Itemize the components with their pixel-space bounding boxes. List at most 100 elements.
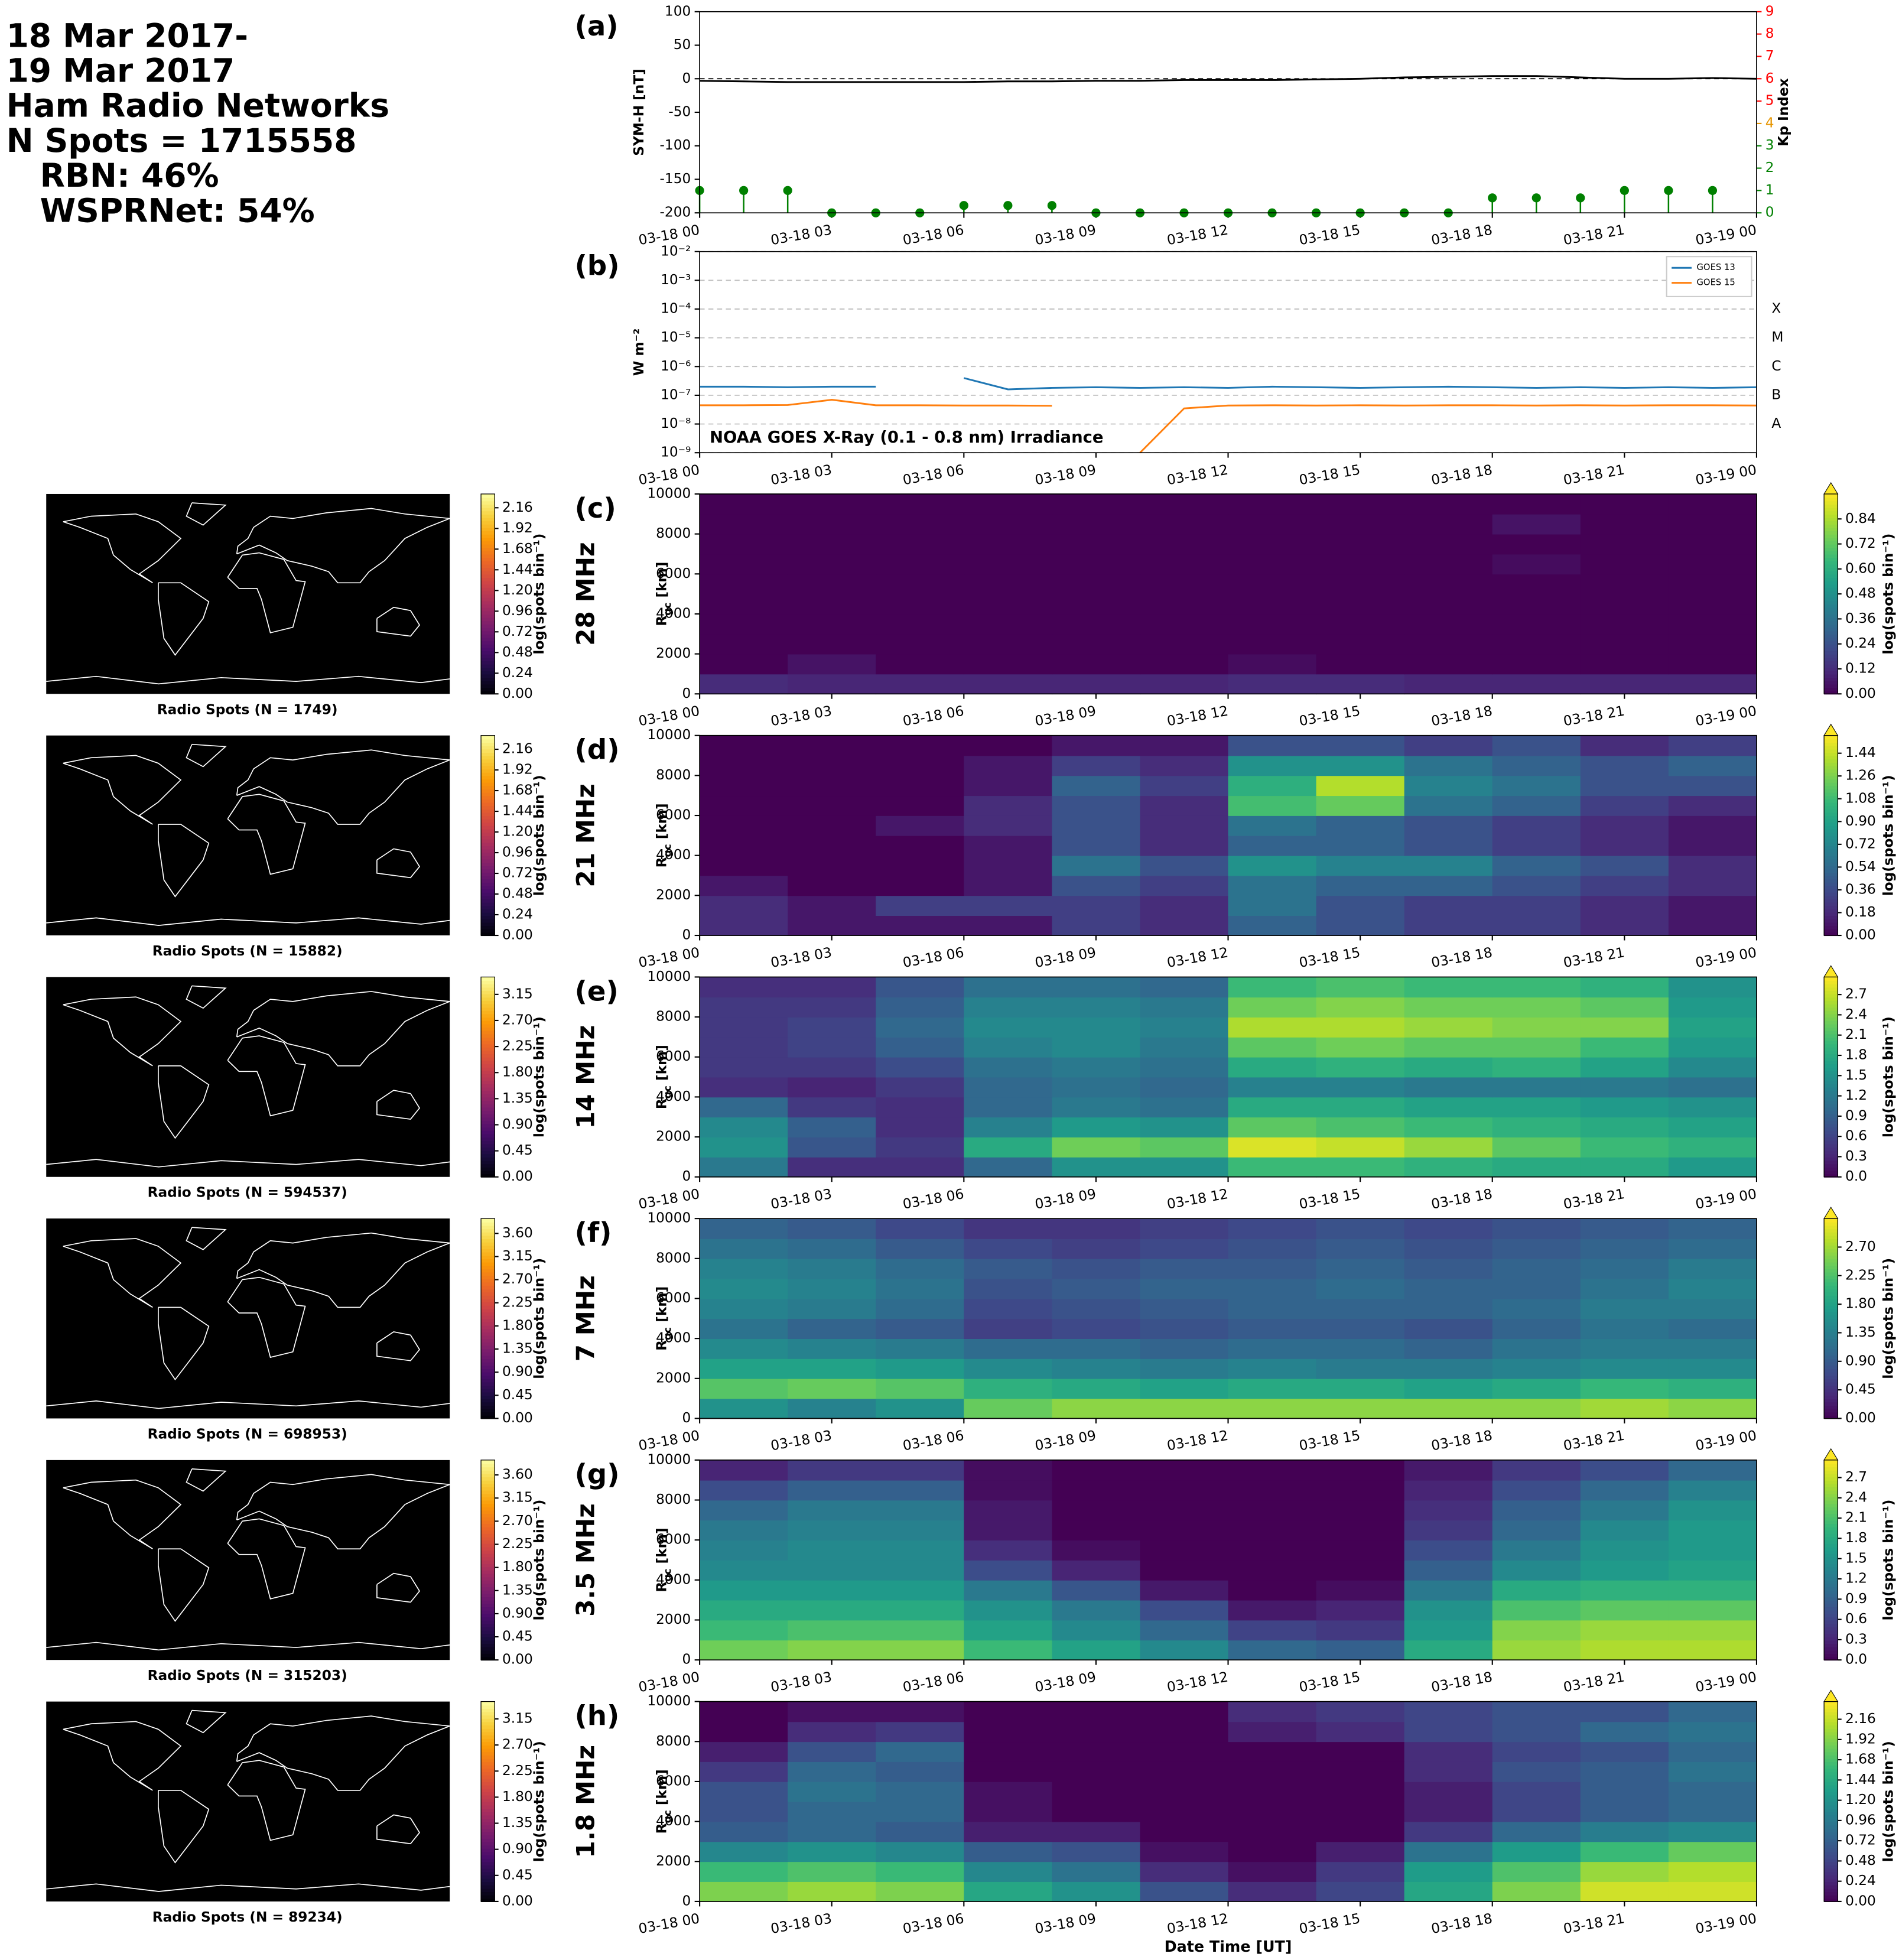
- colorbar-segment: [481, 1510, 495, 1514]
- y2-tick-label: 5: [1765, 93, 1774, 109]
- colorbar-segment: [481, 1725, 495, 1729]
- colorbar-tick-label: 3.60: [502, 1467, 533, 1483]
- colorbar-segment: [1824, 1463, 1838, 1468]
- colorbar-segment: [1824, 1221, 1838, 1226]
- y-tick-label: 10⁻⁴: [661, 301, 691, 317]
- colorbar-segment: [481, 1083, 495, 1088]
- heatmap-cell: [700, 1460, 789, 1481]
- heatmap-cell: [1316, 1238, 1405, 1259]
- heatmap-cell: [700, 633, 789, 655]
- colorbar-segment: [1824, 1020, 1838, 1025]
- heatmap-cell: [788, 534, 877, 555]
- colorbar-segment: [1824, 1778, 1838, 1782]
- heatmap-cell: [964, 915, 1053, 936]
- colorbar-segment: [1824, 755, 1838, 760]
- colorbar-tick-label: 1.35: [1845, 1324, 1876, 1340]
- colorbar-segment: [1824, 674, 1838, 678]
- heatmap-cell: [1140, 1358, 1229, 1379]
- heatmap-cell: [964, 1156, 1053, 1178]
- colorbar-segment: [481, 762, 495, 766]
- flare-class-label: C: [1771, 358, 1781, 374]
- colorbar-segment: [481, 667, 495, 671]
- heatmap-cell: [876, 1540, 965, 1561]
- colorbar-segment: [481, 838, 495, 843]
- colorbar-tick-label: 1.92: [1845, 1731, 1876, 1747]
- colorbar-segment: [481, 654, 495, 658]
- colorbar-segment: [1824, 1385, 1838, 1389]
- colorbar-segment: [1824, 1143, 1838, 1148]
- colorbar-tick-label: 1.68: [502, 541, 533, 557]
- heatmap-cell: [1580, 1238, 1669, 1259]
- heatmap-cell: [1404, 895, 1493, 916]
- colorbar-tick-label: 0.24: [1845, 635, 1876, 651]
- heatmap-cell: [1580, 1278, 1669, 1299]
- colorbar-segment: [1824, 1610, 1838, 1614]
- colorbar-segment: [1824, 527, 1838, 532]
- heatmap-cell: [964, 654, 1053, 675]
- heatmap-cell: [1668, 654, 1757, 675]
- colorbar-segment: [481, 1033, 495, 1038]
- colorbar-segment: [481, 610, 495, 615]
- heatmap-cell: [1140, 775, 1229, 797]
- colorbar-segment: [481, 660, 495, 665]
- y-axis-label-part: gc: [662, 1085, 674, 1098]
- y-tick-label: 2000: [656, 645, 691, 661]
- colorbar-tick-label: 0.60: [1845, 560, 1876, 576]
- colorbar-segment: [1824, 650, 1838, 655]
- colorbar-tick-label: 1.8: [1845, 1047, 1867, 1063]
- frequency-label: 1.8 MHz: [571, 1745, 600, 1858]
- heatmap-cell: [1140, 997, 1229, 1018]
- y2-tick-label: 3: [1765, 137, 1774, 153]
- heatmap-cell: [1492, 1318, 1581, 1339]
- heatmap-cell: [1140, 815, 1229, 836]
- colorbar-segment: [481, 749, 495, 753]
- heatmap-cell: [1404, 1338, 1493, 1359]
- heatmap-cell: [876, 1036, 965, 1058]
- heatmap-cell: [1580, 1620, 1669, 1641]
- panel-label: (f): [575, 1217, 612, 1249]
- colorbar-segment: [1824, 1633, 1838, 1637]
- heatmap-cell: [1316, 895, 1405, 916]
- colorbar-segment: [481, 1523, 495, 1527]
- colorbar-segment: [1824, 1480, 1838, 1484]
- heatmap-cell: [788, 1097, 877, 1118]
- heatmap-cell: [1404, 1540, 1493, 1561]
- colorbar-segment: [1824, 832, 1838, 836]
- x-tick-label: 03-18 06: [902, 1910, 965, 1937]
- heatmap-cell: [1492, 1640, 1581, 1661]
- heatmap-cell: [1492, 1600, 1581, 1621]
- heatmap-cell: [1316, 1338, 1405, 1359]
- heatmap-cell: [1228, 915, 1317, 936]
- colorbar-segment: [1824, 765, 1838, 770]
- colorbar-segment: [481, 1268, 495, 1273]
- colorbar-segment: [481, 1795, 495, 1799]
- colorbar-tick-label: 0.72: [1845, 836, 1876, 851]
- colorbar-segment: [1824, 670, 1838, 675]
- colorbar-segment: [1824, 1238, 1838, 1243]
- colorbar-segment: [481, 855, 495, 860]
- x-tick-label: 03-18 00: [638, 944, 701, 971]
- heatmap-cell: [1404, 1500, 1493, 1521]
- heatmap-cell: [1668, 1057, 1757, 1078]
- colorbar-segment: [481, 1321, 495, 1326]
- colorbar-segment: [481, 782, 495, 786]
- colorbar-segment: [481, 647, 495, 652]
- colorbar-segment: [481, 550, 495, 555]
- colorbar-segment: [1824, 680, 1838, 685]
- heatmap-cell: [1052, 835, 1141, 856]
- y-tick-label: 4000: [656, 1571, 691, 1587]
- colorbar-segment: [481, 1640, 495, 1644]
- colorbar-segment: [1824, 1626, 1838, 1631]
- heatmap-cell: [1316, 1137, 1405, 1158]
- heatmap-cell: [1316, 835, 1405, 856]
- heatmap-cell: [700, 1600, 789, 1621]
- y-tick-label: -150: [660, 171, 691, 187]
- heatmap-cell: [1404, 613, 1493, 635]
- colorbar-segment: [481, 915, 495, 919]
- colorbar-segment: [481, 664, 495, 668]
- colorbar-segment: [1824, 1473, 1838, 1478]
- heatmap-cell: [1492, 1156, 1581, 1178]
- heatmap-cell: [1492, 855, 1581, 876]
- colorbar-segment: [1824, 1321, 1838, 1326]
- colorbar-segment: [481, 1463, 495, 1468]
